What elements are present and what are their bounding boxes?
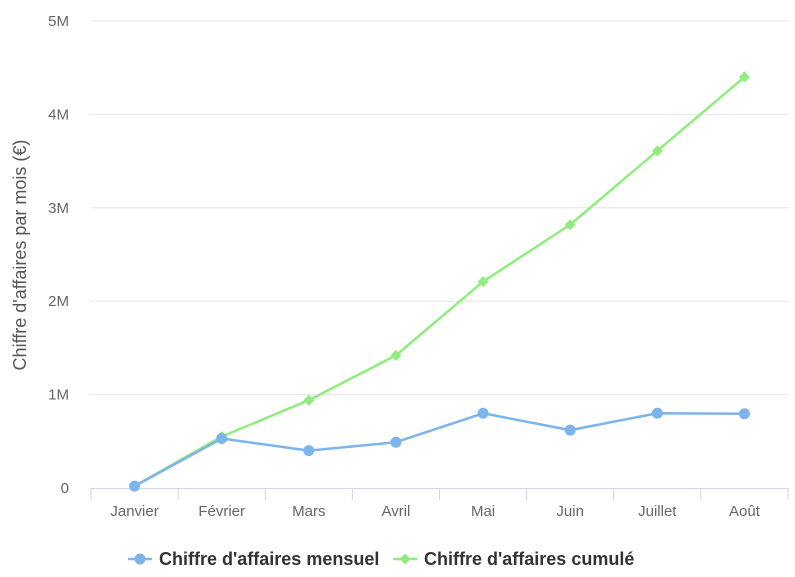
data-point[interactable] xyxy=(303,394,315,406)
y-tick-label: 1M xyxy=(48,387,69,404)
data-point[interactable] xyxy=(738,408,750,420)
x-tick-labels: Janvier Février Mars Avril Mai Juin Juillet Aoû… xyxy=(110,503,760,520)
x-tick-label: Mars xyxy=(292,503,325,520)
x-tick-label: Août xyxy=(729,503,761,520)
data-point[interactable] xyxy=(216,432,228,444)
legend-label: Chiffre d'affaires mensuel xyxy=(159,549,379,569)
series-line-0[interactable] xyxy=(133,412,746,488)
grid-lines xyxy=(91,20,788,396)
x-tick-label: Juin xyxy=(556,503,584,520)
y-tick-label: 2M xyxy=(48,293,69,310)
data-point[interactable] xyxy=(738,71,750,83)
data-point[interactable] xyxy=(477,276,489,288)
legend[interactable]: Chiffre d'affaires mensuel Chiffre d'affa… xyxy=(128,549,634,569)
series-line-1[interactable] xyxy=(133,75,746,488)
x-tick-label: Juillet xyxy=(638,503,677,520)
x-tick-label: Février xyxy=(198,503,245,520)
x-tick-label: Mai xyxy=(471,503,495,520)
data-point[interactable] xyxy=(390,436,402,448)
x-tick-label: Janvier xyxy=(110,503,158,520)
legend-diamond-icon xyxy=(399,553,411,565)
y-tick-label: 3M xyxy=(48,200,69,217)
y-axis: 0 1M 2M 3M 4M 5M xyxy=(48,13,69,497)
series-lines xyxy=(133,75,746,488)
data-point[interactable] xyxy=(390,349,402,361)
data-point[interactable] xyxy=(564,424,576,436)
data-point[interactable] xyxy=(651,145,663,157)
data-point[interactable] xyxy=(477,407,489,419)
legend-label: Chiffre d'affaires cumulé xyxy=(424,549,634,569)
data-point[interactable] xyxy=(129,480,141,492)
legend-item-0[interactable]: Chiffre d'affaires mensuel xyxy=(128,549,379,569)
data-point[interactable] xyxy=(564,219,576,231)
x-tick-label: Avril xyxy=(381,503,410,520)
series-markers xyxy=(129,71,750,492)
data-point[interactable] xyxy=(303,445,315,457)
legend-circle-icon xyxy=(134,553,146,565)
legend-item-1[interactable]: Chiffre d'affaires cumulé xyxy=(393,549,634,569)
y-tick-label: 0 xyxy=(61,480,69,497)
data-point[interactable] xyxy=(651,407,663,419)
y-axis-title: Chiffre d'affaires par mois (€) xyxy=(10,140,30,371)
y-tick-label: 5M xyxy=(48,13,69,30)
y-tick-label: 4M xyxy=(48,106,69,123)
x-axis xyxy=(90,488,789,500)
